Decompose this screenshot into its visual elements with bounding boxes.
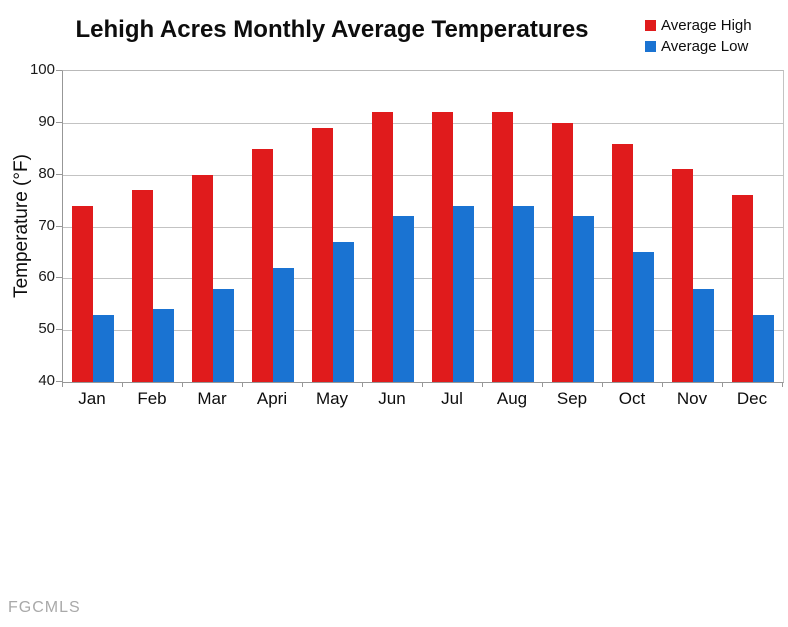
x-axis-label-nov: Nov [676,389,708,408]
x-axis-label-jun: Jun [378,389,406,408]
y-tick-mark-80 [56,173,62,175]
y-tick-mark-60 [56,277,62,279]
gridline-50 [63,330,783,332]
bar-group-jan [63,71,123,382]
y-tick-mark-50 [56,329,62,331]
bar-group-may [303,71,363,382]
x-axis-label-oct: Oct [618,389,646,408]
y-tick-label-80: 80 [38,164,55,182]
y-tick-mark-90 [56,121,62,123]
bar-low-feb [153,309,174,382]
y-tick-mark-40 [56,381,62,382]
x-tick-mark-4 [302,382,303,387]
x-axis-label-mar: Mar [197,389,227,408]
y-tick-label-90: 90 [38,112,55,130]
bar-high-oct [612,143,633,382]
x-tick-mark-7 [482,382,483,387]
plot-area [62,70,784,383]
x-tick-mark-11 [722,382,723,387]
bar-low-oct [633,252,654,382]
bar-group-aug [483,71,543,382]
legend-label-high: Average High [661,17,752,34]
y-tick-label-60: 60 [38,268,55,286]
legend-item-average-low: Average Low [645,38,752,55]
gridline-70 [63,226,783,228]
x-axis-label-may: May [315,389,349,408]
bar-low-dec [753,314,774,382]
bar-high-dec [732,195,753,382]
x-tick-mark-3 [242,382,243,387]
bar-group-jun [363,71,423,382]
bar-high-mar [192,174,213,382]
bar-group-oct [603,71,663,382]
x-axis-label-apri: Apri [256,389,288,408]
bar-low-may [333,242,354,382]
gridline-80 [63,174,783,176]
bar-group-feb [123,71,183,382]
watermark: FGCMLS [8,599,81,616]
x-tick-mark-0 [62,382,63,387]
bar-group-jul [423,71,483,382]
bar-high-jul [432,112,453,382]
x-axis-label-dec: Dec [736,389,768,408]
x-axis-label-jan: Jan [78,389,106,408]
bar-high-jan [72,205,93,382]
y-tick-label-100: 100 [29,61,55,78]
bar-low-jul [453,205,474,382]
bar-high-apri [252,148,273,382]
bar-group-nov [663,71,723,382]
bar-low-apri [273,267,294,382]
x-tick-mark-12 [782,382,783,387]
x-tick-mark-2 [182,382,183,387]
gridline-60 [63,278,783,280]
y-tick-mark-100 [56,70,62,71]
bar-low-sep [573,216,594,382]
y-tick-label-70: 70 [38,216,55,234]
bar-low-nov [693,288,714,382]
x-tick-mark-1 [122,382,123,387]
x-axis-label-jul: Jul [441,389,463,408]
legend-item-average-high: Average High [645,17,752,34]
legend: Average High Average Low [645,17,752,55]
bar-high-may [312,128,333,382]
x-tick-mark-6 [422,382,423,387]
x-tick-mark-5 [362,382,363,387]
legend-label-low: Average Low [661,38,749,55]
bar-high-sep [552,122,573,382]
x-tick-mark-9 [602,382,603,387]
legend-swatch-high [645,20,656,31]
bar-high-aug [492,112,513,382]
bar-group-sep [543,71,603,382]
bar-high-nov [672,169,693,382]
x-tick-mark-8 [542,382,543,387]
bar-low-jun [393,216,414,382]
bar-low-mar [213,288,234,382]
x-tick-mark-10 [662,382,663,387]
bar-group-apri [243,71,303,382]
bar-high-jun [372,112,393,382]
y-tick-label-50: 50 [38,320,55,338]
x-axis-label-aug: Aug [496,389,528,408]
gridline-90 [63,122,783,124]
bar-group-mar [183,71,243,382]
legend-swatch-low [645,41,656,52]
bar-group-dec [723,71,783,382]
chart-title: Lehigh Acres Monthly Average Temperature… [75,16,589,43]
x-axis-label-feb: Feb [137,389,167,408]
bar-low-aug [513,205,534,382]
y-tick-mark-70 [56,225,62,227]
x-axis-label-sep: Sep [556,389,588,408]
bar-high-feb [132,190,153,382]
bar-low-jan [93,314,114,382]
y-tick-label-40: 40 [38,372,55,389]
